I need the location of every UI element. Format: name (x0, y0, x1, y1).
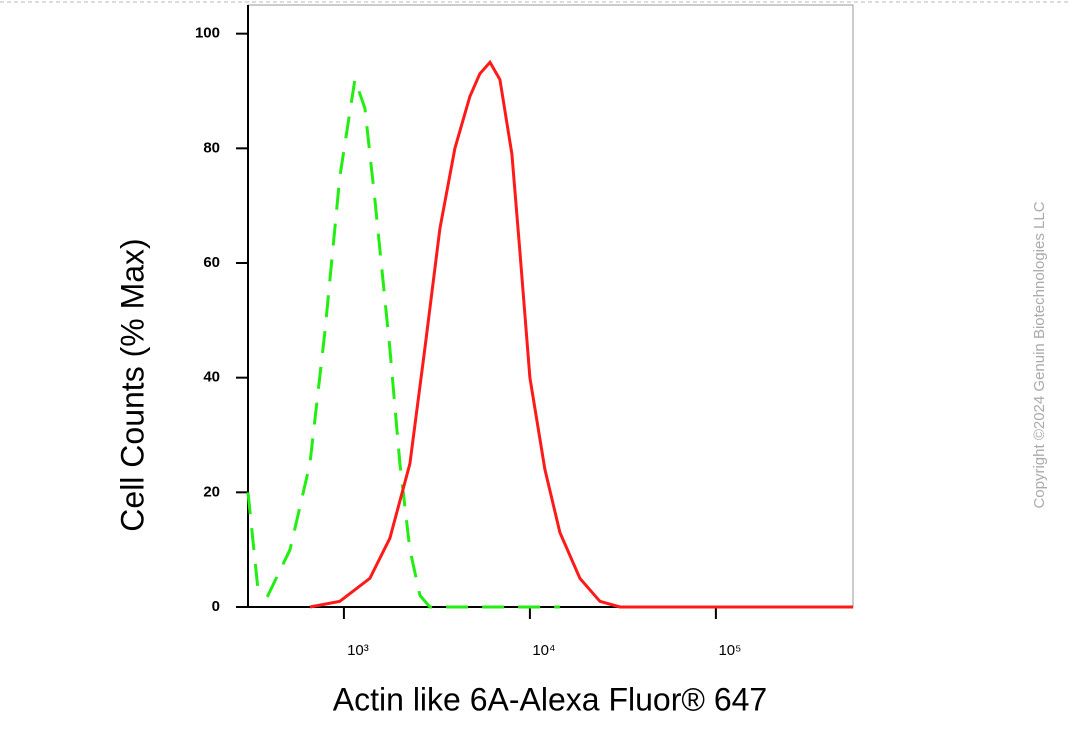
x-tick-label: 10⁵ (718, 642, 741, 659)
x-tick-label: 10³ (347, 642, 369, 659)
y-tick-label: 80 (203, 139, 220, 156)
copyright: Copyright ©2024 Genuin Biotechnologies L… (1031, 201, 1048, 508)
y-tick-label: 60 (203, 254, 220, 271)
plot-frame (247, 4, 854, 608)
y-tick-label: 100 (195, 25, 220, 42)
y-tick-label: 20 (203, 483, 220, 500)
data-line (309, 59, 853, 609)
data-line (246, 79, 560, 609)
y-tick-label: 40 (203, 369, 220, 386)
x-tick-label: 10⁴ (532, 642, 555, 659)
y-tick-label: 0 (212, 598, 220, 615)
y-axis-label: Cell Counts (% Max) (114, 238, 150, 531)
x-axis-label: Actin like 6A-Alexa Fluor® 647 (333, 681, 767, 717)
